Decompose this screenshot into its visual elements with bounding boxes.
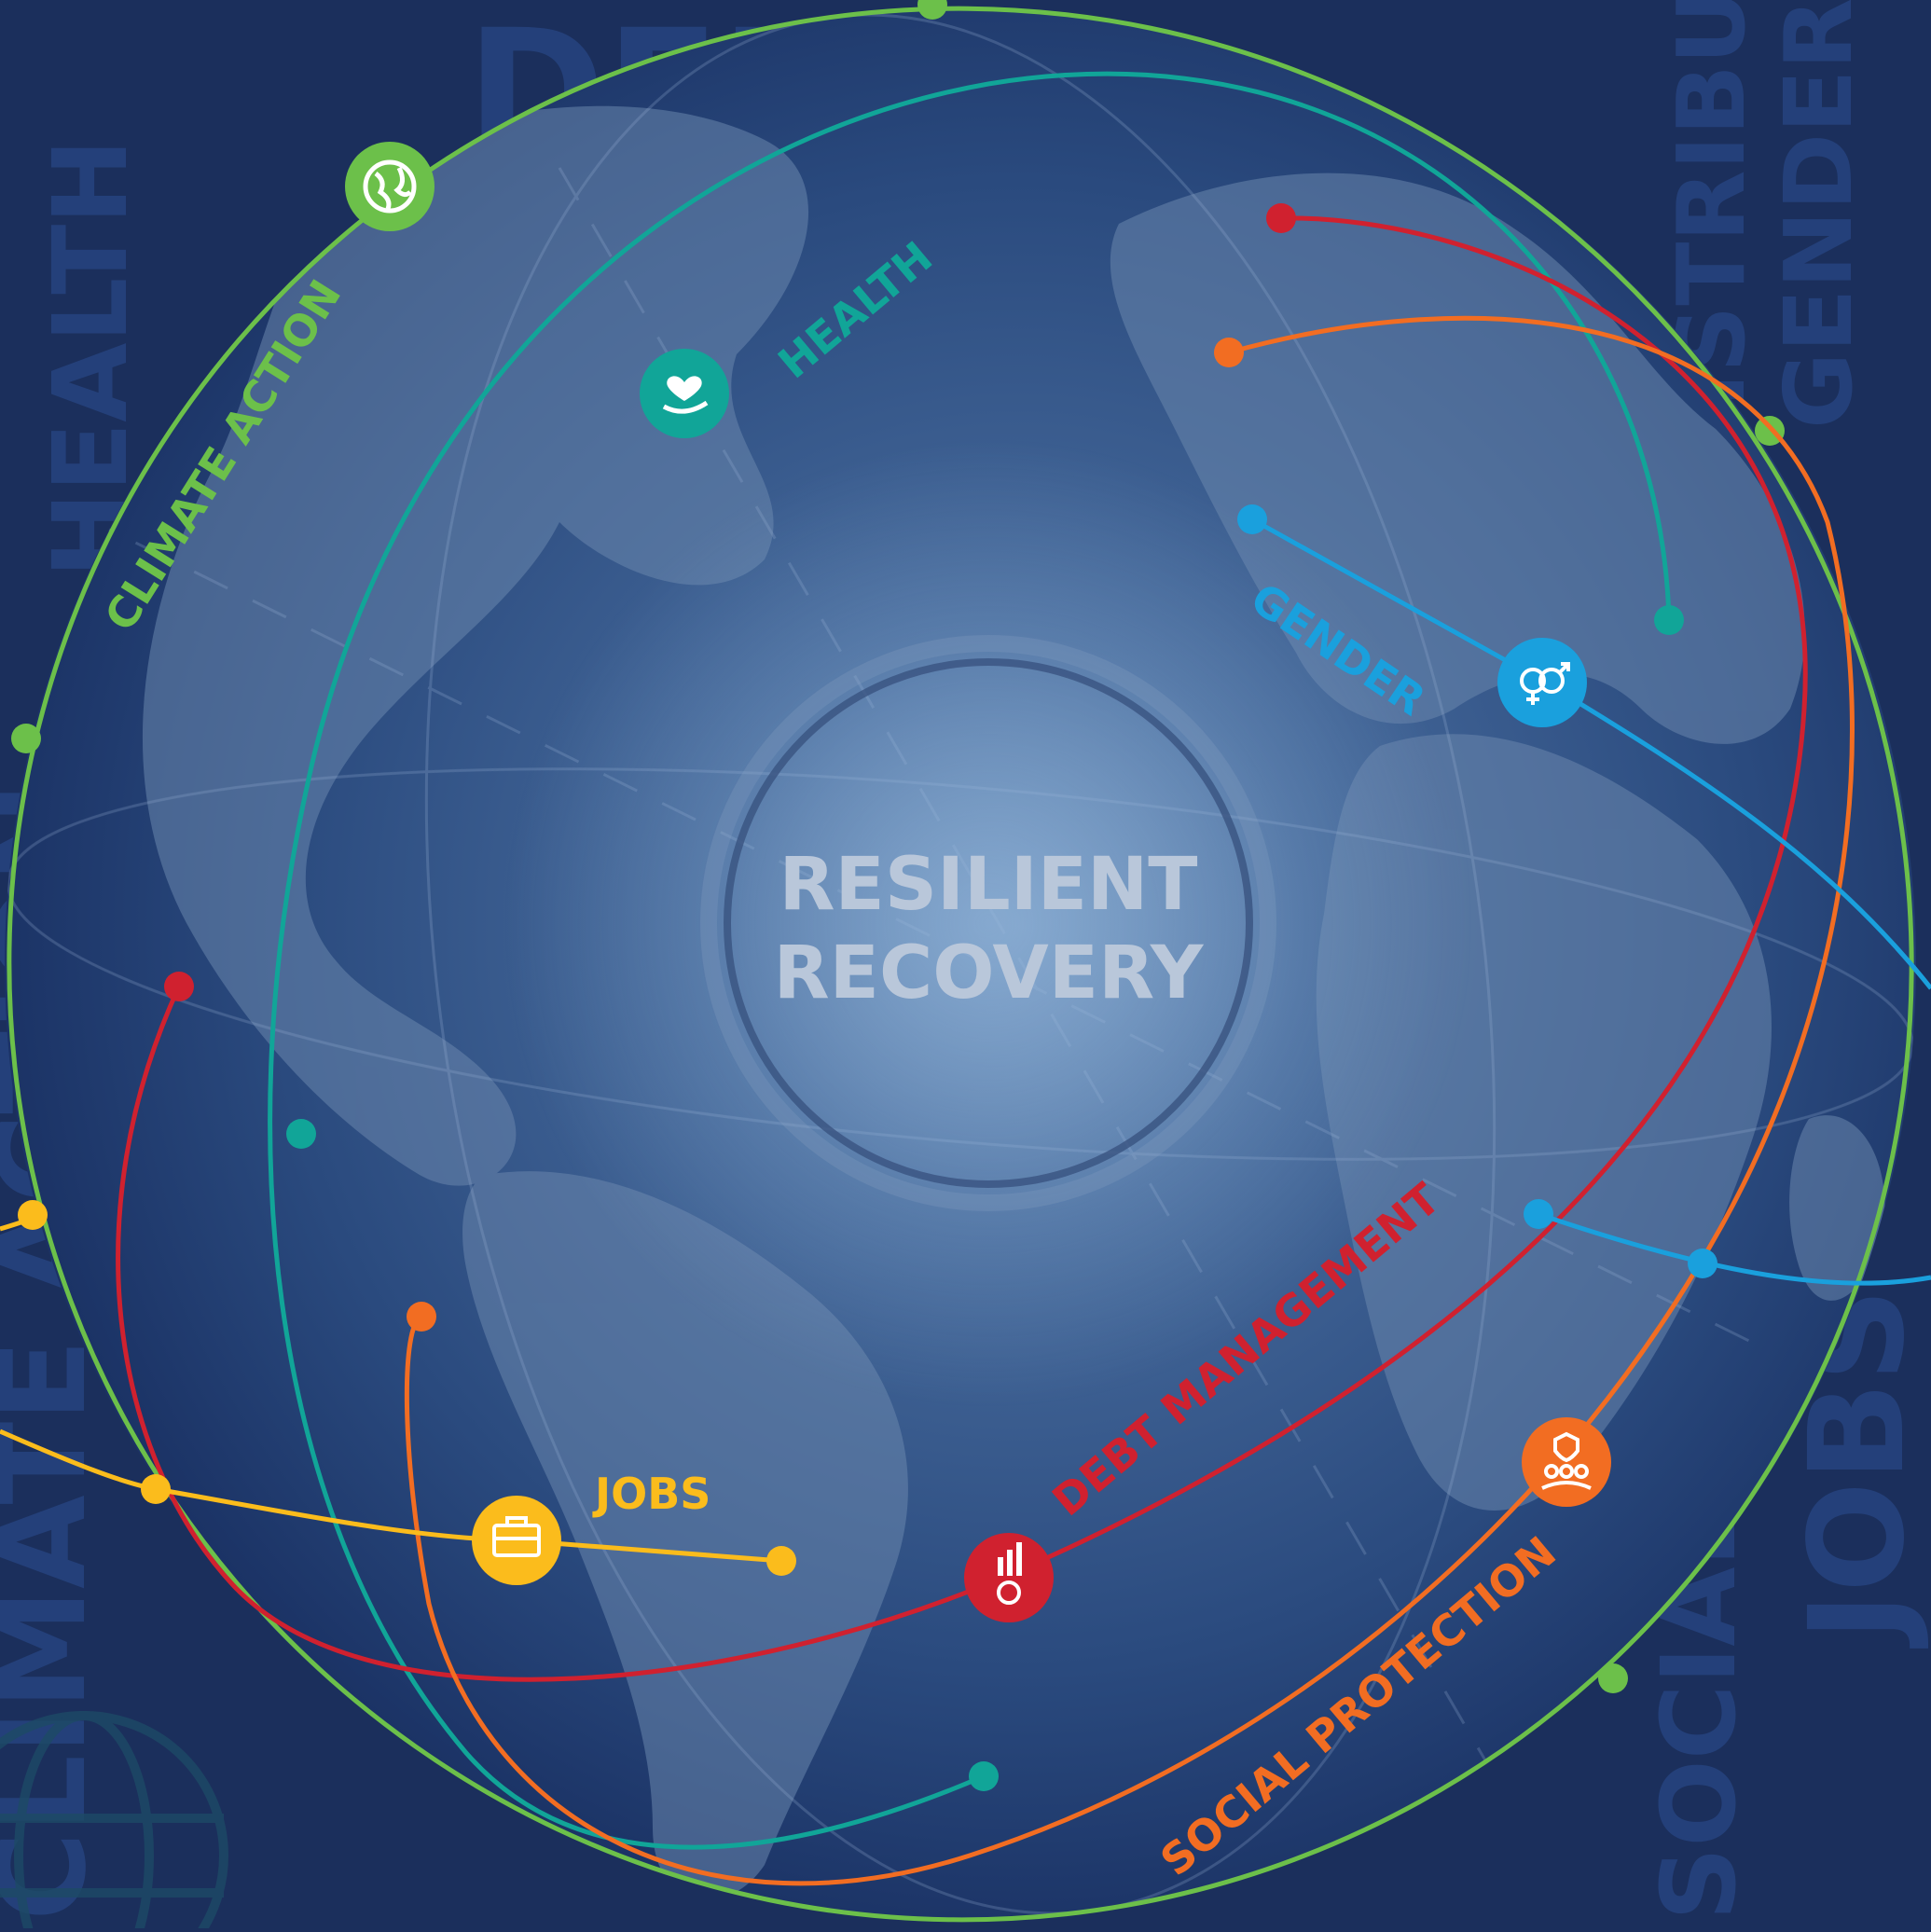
people-shield-icon: [1541, 1431, 1592, 1490]
climate-icon-badge[interactable]: [345, 142, 434, 231]
jobs-node: [141, 1474, 171, 1504]
jobs-node: [18, 1200, 48, 1230]
debt-node: [1266, 203, 1296, 233]
center-ring-outer: [700, 635, 1276, 1211]
gender-orbit-line-lower: [1538, 1211, 1931, 1286]
climate-node: [1598, 1663, 1628, 1693]
globe-icon: [363, 159, 417, 214]
theme-jobs: JOBS: [0, 1200, 796, 1585]
jobs-orbit-line-lower: [0, 1428, 782, 1564]
gender-node: [1688, 1249, 1717, 1278]
heart-hand-icon: [662, 376, 709, 414]
money-chart-icon: [997, 1542, 1022, 1605]
world-logo-icon: [0, 1711, 228, 1932]
jobs-label: JOBS: [592, 1469, 710, 1519]
gender-node: [1524, 1199, 1553, 1229]
bg-word-gender: GENDER: [1764, 0, 1873, 429]
jobs-node: [766, 1546, 796, 1576]
climate-node: [917, 0, 947, 20]
center-ring: [724, 658, 1253, 1188]
center-title-line1: RESILIENT: [779, 843, 1197, 927]
health-node: [1654, 605, 1684, 635]
debt-orbit-line: [116, 215, 1808, 1682]
briefcase-icon: [492, 1516, 541, 1557]
gender-orbit-line: [1250, 517, 1931, 990]
gender-node: [1237, 504, 1267, 534]
climate-node: [11, 724, 41, 753]
debt-icon-badge[interactable]: [964, 1533, 1054, 1622]
social-node: [407, 1302, 436, 1332]
health-node: [286, 1119, 316, 1149]
social-node: [1214, 338, 1244, 367]
center-title-line2: RECOVERY: [774, 932, 1205, 1015]
center-glow: [503, 438, 1473, 1408]
gender-symbols-icon: [1520, 662, 1570, 705]
debt-node: [164, 972, 194, 1001]
health-node: [969, 1761, 999, 1791]
social-orbit-line: [404, 315, 1855, 1886]
health-orbit-line: [268, 71, 1672, 1850]
